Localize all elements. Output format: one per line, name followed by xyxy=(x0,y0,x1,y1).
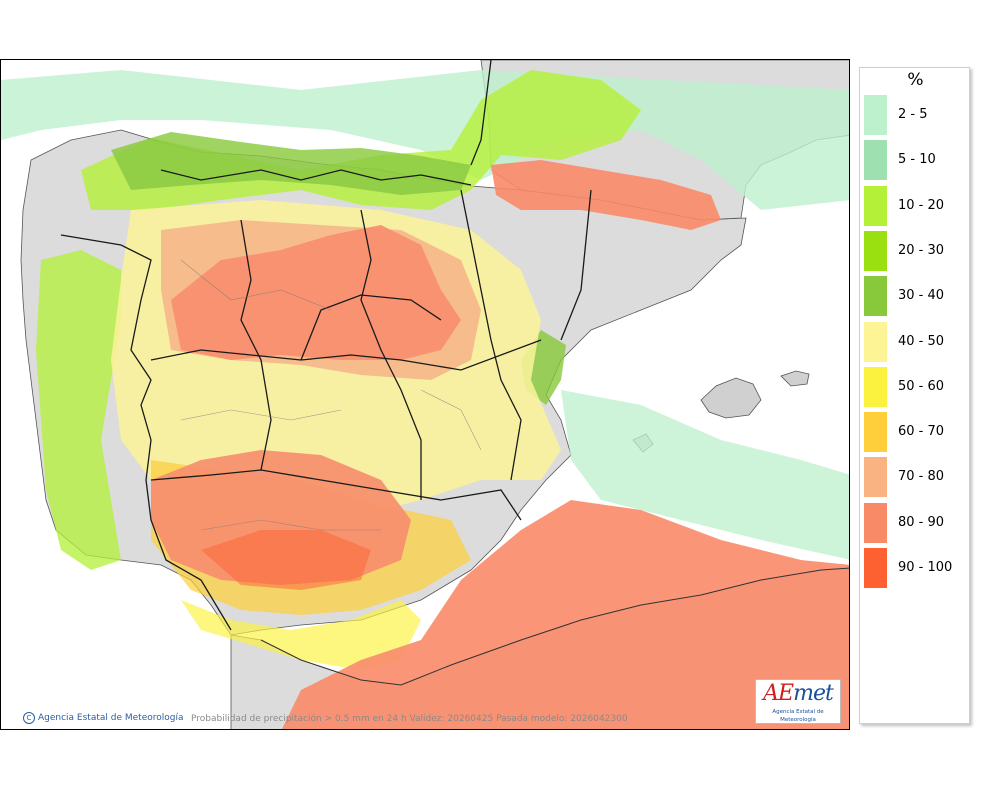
menorca xyxy=(780,370,810,387)
field-30-40-cantabrian xyxy=(111,132,471,195)
legend-swatch xyxy=(864,140,887,181)
legend-swatch xyxy=(864,321,887,362)
legend-swatch xyxy=(864,276,887,317)
boundary-line-9 xyxy=(470,60,492,166)
legend-item: 80 - 90 xyxy=(864,502,969,543)
boundary-line-2 xyxy=(150,469,522,521)
boundary-line-7 xyxy=(160,169,472,186)
boundary-line-1 xyxy=(150,339,542,371)
legend-swatch xyxy=(864,230,887,271)
africa-coastline xyxy=(260,567,849,686)
agency-credit: C Agencia Estatal de Meteorología xyxy=(23,712,184,724)
province-line-4 xyxy=(420,389,482,451)
legend-label: 40 - 50 xyxy=(898,333,945,349)
legend-item: 70 - 80 xyxy=(864,457,969,498)
field-50-60 xyxy=(181,600,421,670)
legend-label: 30 - 40 xyxy=(898,288,945,304)
logo-ae-letters: AE xyxy=(763,681,794,706)
field-90-100 xyxy=(201,530,371,590)
mallorca xyxy=(700,377,762,419)
legend-item: 30 - 40 xyxy=(864,276,969,317)
field-80-90-pyrenees xyxy=(491,160,721,230)
probability-field-layer xyxy=(1,70,849,729)
copyright-icon: C xyxy=(23,712,35,724)
legend-swatch xyxy=(864,95,887,135)
logo-met-letters: met xyxy=(793,681,834,706)
map-caption: Probabilidad de precipitación > 0.5 mm e… xyxy=(191,714,628,724)
boundary-line-6 xyxy=(560,189,592,341)
legend-swatch xyxy=(864,548,887,588)
legend-label: 70 - 80 xyxy=(898,469,945,485)
portugal-border xyxy=(60,234,232,631)
legend-label: 5 - 10 xyxy=(898,152,936,168)
boundary-line-4 xyxy=(360,209,422,500)
precipitation-probability-map: C Agencia Estatal de Meteorología Probab… xyxy=(0,59,850,730)
boundary-line-3 xyxy=(240,219,272,471)
legend-item: 50 - 60 xyxy=(864,366,969,407)
province-line-1 xyxy=(180,259,332,311)
map-canvas xyxy=(1,60,849,729)
legend-swatch xyxy=(864,502,887,543)
boundary-line-8 xyxy=(300,294,442,361)
legend-label: 50 - 60 xyxy=(898,378,945,394)
field-80-90-sea xyxy=(281,500,849,729)
legend-swatch xyxy=(864,412,887,453)
legend-item: 10 - 20 xyxy=(864,185,969,226)
province-line-2 xyxy=(180,409,342,421)
legend-unit: % xyxy=(907,70,924,90)
legend-label: 20 - 30 xyxy=(898,242,945,258)
field-10-20-west xyxy=(36,250,121,570)
legend-label: 10 - 20 xyxy=(898,197,945,213)
agency-credit-text: Agencia Estatal de Meteorología xyxy=(38,713,184,723)
legend-swatch xyxy=(864,185,887,226)
legend-item: 5 - 10 xyxy=(864,140,969,181)
legend-label: 2 - 5 xyxy=(898,107,928,122)
legend-item: 2 - 5 xyxy=(864,95,969,135)
legend-item: 20 - 30 xyxy=(864,230,969,271)
field-2-5 xyxy=(1,70,849,210)
legend-panel: % 2 - 5 5 - 10 10 - 20 20 - 30 30 - 40 40 - 5… xyxy=(859,67,970,724)
aemet-logo-mark: AEmet xyxy=(756,680,840,708)
legend-label: 80 - 90 xyxy=(898,514,945,530)
aemet-logo: AEmet Agencia Estatal de Meteorología xyxy=(755,679,841,724)
legend-item: 90 - 100 xyxy=(864,548,969,588)
legend-item: 40 - 50 xyxy=(864,321,969,362)
region-boundaries xyxy=(60,60,592,631)
legend-label: 90 - 100 xyxy=(898,560,953,575)
province-line-3 xyxy=(200,519,381,531)
minor-boundaries xyxy=(180,259,482,531)
legend-swatch xyxy=(864,457,887,498)
legend-label: 60 - 70 xyxy=(898,424,945,440)
legend-item: 60 - 70 xyxy=(864,412,969,453)
legend-swatch xyxy=(864,366,887,407)
aemet-logo-subtext: Agencia Estatal de Meteorología xyxy=(772,709,824,723)
field-2-5-sea-south xyxy=(561,390,849,560)
boundary-line-5 xyxy=(460,189,522,481)
